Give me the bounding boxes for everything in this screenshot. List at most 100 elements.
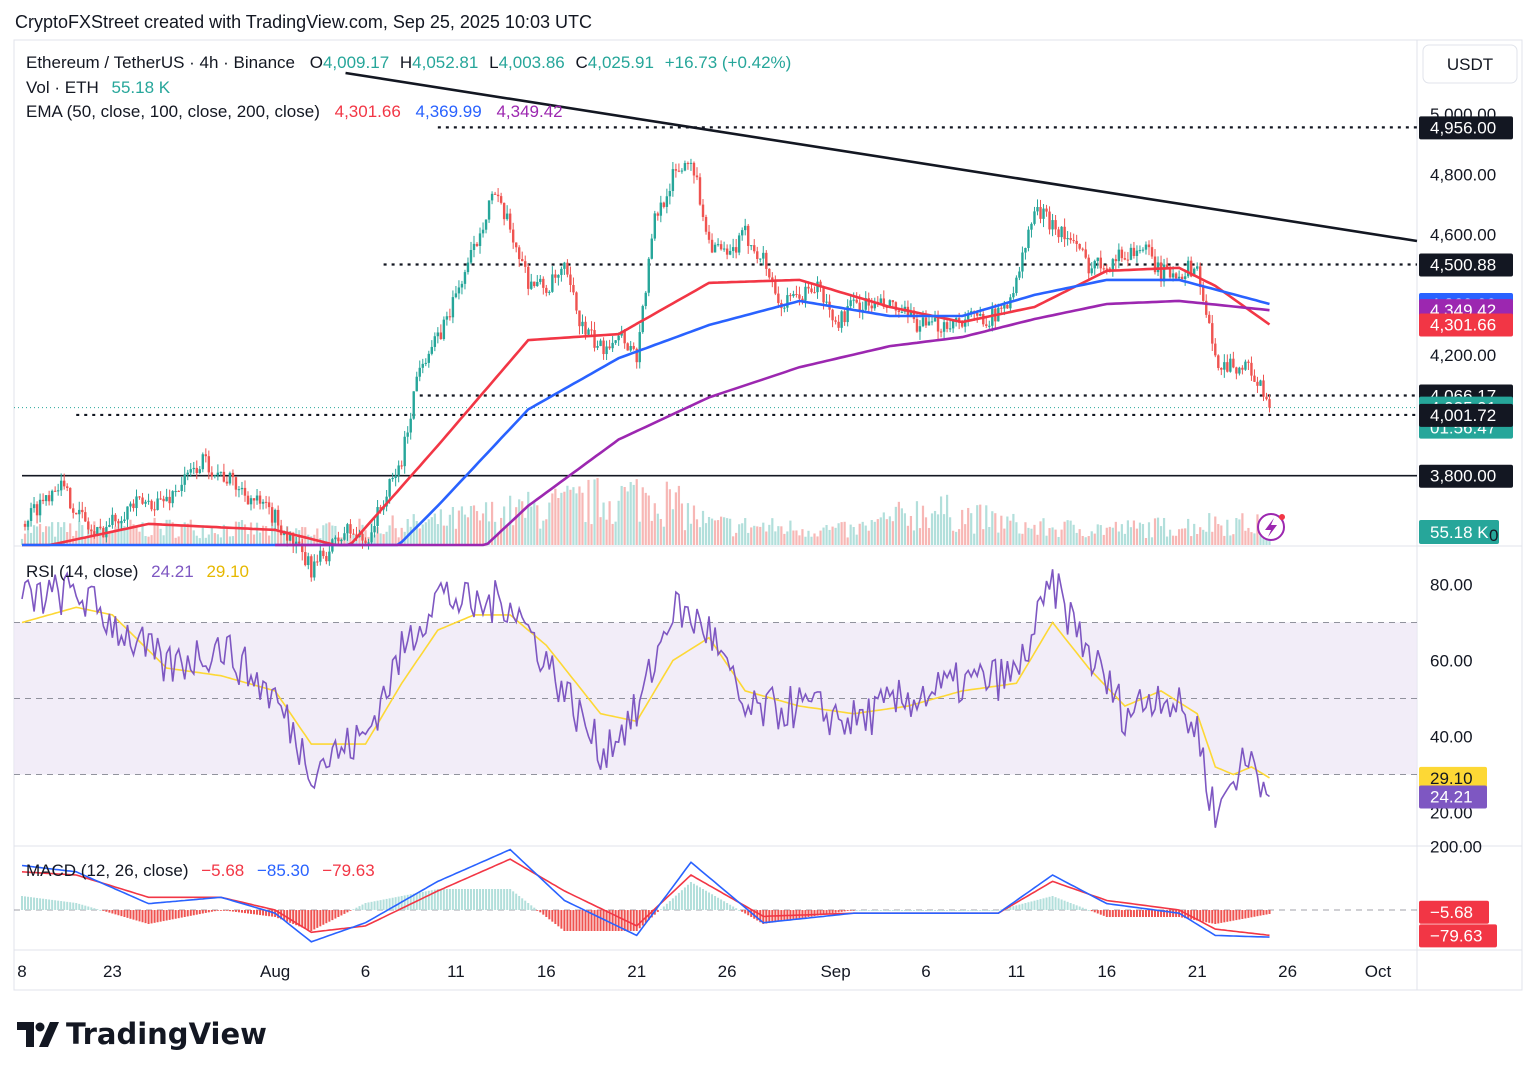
macd-histogram-bar (1084, 908, 1087, 910)
volume-bar (252, 534, 256, 545)
candle-body (533, 281, 536, 287)
tradingview-logo-icon (17, 1022, 59, 1047)
candle-body (747, 225, 750, 246)
macd-histogram-bar (494, 889, 497, 910)
currency-unit-button[interactable] (1422, 44, 1518, 84)
candle-body (56, 490, 60, 492)
ema-lines (22, 266, 1271, 547)
macd-histogram-bar (198, 910, 201, 915)
volume-bar (1114, 521, 1117, 545)
price-tick-label: 4,800.00 (1430, 165, 1496, 184)
candle-body (183, 474, 186, 485)
candle-body (599, 340, 602, 347)
macd-histogram-bar (1030, 901, 1033, 910)
candle-body (1096, 257, 1099, 261)
volume-bar (195, 535, 198, 545)
macd-histogram-bar (436, 889, 439, 910)
macd-histogram-bar (801, 910, 804, 918)
candle-body (873, 301, 876, 309)
volume-bar (807, 530, 810, 545)
price-badge-label: 4,500.88 (1430, 256, 1496, 275)
volume-badge (1419, 520, 1499, 544)
macd-histogram-bar (433, 889, 436, 910)
volume-bar (723, 517, 726, 545)
volume-bar (759, 526, 762, 545)
volume-bar (1205, 531, 1208, 545)
candle-body (608, 346, 611, 349)
volume-bar (741, 523, 744, 545)
candle-body (951, 320, 955, 329)
macd-histogram-bar (879, 910, 882, 911)
volume-bar (849, 524, 852, 545)
volume-bar (680, 503, 684, 545)
volume-bar (1018, 533, 1021, 545)
macd-histogram-bar (237, 910, 240, 913)
macd-histogram-bar (756, 910, 759, 921)
candle-body (267, 502, 271, 508)
volume-bar (304, 527, 307, 545)
candle-body (135, 496, 138, 509)
candle-body (807, 286, 810, 289)
volume-bar (1262, 534, 1265, 545)
macd-histogram-bar (286, 910, 289, 922)
volume-bar (644, 492, 647, 545)
macd-histogram-bar (430, 890, 433, 910)
volume-bar (283, 530, 286, 545)
macd-histogram-bar (744, 910, 747, 914)
candle-body (1027, 229, 1030, 248)
candle-body (985, 324, 988, 326)
macd-histogram-bar (1144, 910, 1147, 917)
candle-body (502, 202, 506, 220)
candle-body (1111, 259, 1115, 270)
macd-histogram-bar (292, 910, 295, 924)
open-label: O (310, 53, 323, 72)
volume-bar (1054, 529, 1057, 545)
candle-body (439, 332, 443, 340)
macd-histogram-bar (1000, 909, 1003, 911)
macd-line (21, 848, 1270, 943)
volume-bar (183, 522, 186, 545)
volume-bar (879, 517, 882, 545)
candle-body (617, 335, 620, 341)
volume-bars (20, 478, 1271, 545)
macd-hist-badge (1419, 900, 1489, 924)
lightning-icon[interactable] (1257, 513, 1285, 541)
macd-histogram-bar (1036, 899, 1039, 910)
macd-histogram-bar (1202, 910, 1205, 922)
legend-line-volume: Vol · ETH 55.18 K (26, 78, 171, 97)
volume-bar (132, 524, 135, 545)
macd-histogram-bar (78, 903, 81, 910)
macd-histogram-bar (466, 889, 469, 910)
volume-bar (704, 523, 708, 545)
macd-histogram-bar (1135, 910, 1138, 917)
volume-bar (903, 513, 907, 545)
macd-histogram-bar (171, 910, 174, 920)
candle-body (78, 509, 81, 515)
candle-body (563, 262, 566, 269)
macd-histogram-bar (159, 910, 162, 922)
candle-body (240, 487, 244, 490)
candle-body (475, 243, 479, 246)
macd-histogram-bar (1078, 906, 1081, 910)
candle-body (343, 533, 346, 540)
price-badge (1419, 116, 1513, 140)
candle-body (72, 508, 75, 513)
macd-histogram-bar (943, 910, 946, 911)
volume-bar (671, 509, 674, 545)
volume-bar (1247, 527, 1250, 545)
volume-bar (397, 537, 400, 545)
volume-bar (1238, 519, 1241, 545)
candle-body (171, 491, 174, 504)
candle-body (1072, 240, 1075, 242)
candle-body (1144, 244, 1148, 250)
volume-bar (376, 527, 379, 545)
macd-histogram-bar (970, 910, 973, 911)
candle-body (1192, 268, 1196, 277)
volume-bar (1211, 531, 1214, 545)
macd-histogram-bar (1199, 910, 1202, 922)
volume-bar (726, 518, 729, 545)
macd-histogram-bar (1072, 904, 1075, 910)
candle-body (237, 489, 241, 491)
volume-bar (322, 525, 325, 545)
volume-bar (560, 492, 563, 545)
